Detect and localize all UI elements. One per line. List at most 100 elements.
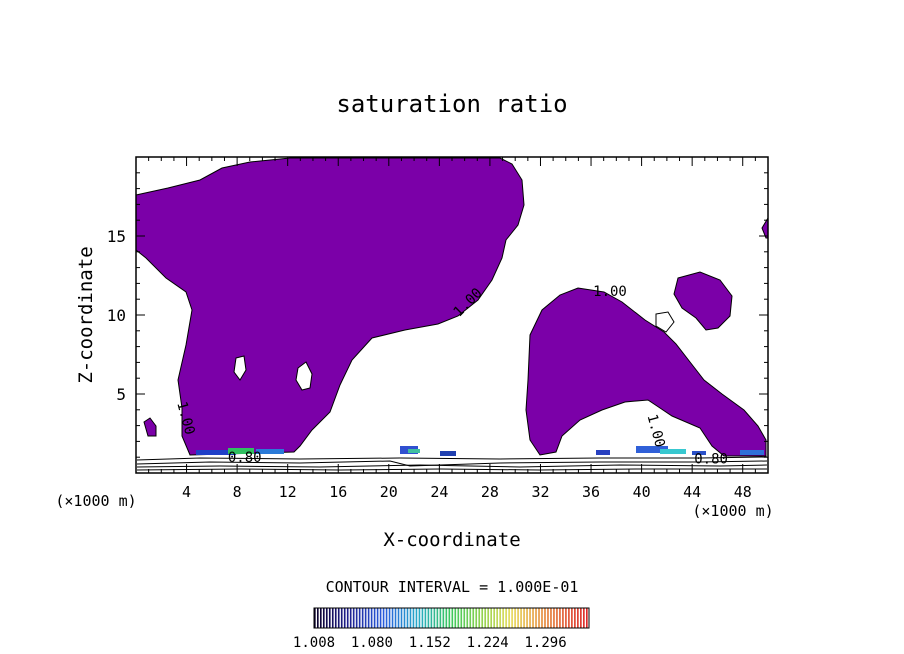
colorbar-stripe [403, 608, 406, 628]
colorbar-stripe [484, 608, 487, 628]
colorbar-stripe [520, 608, 522, 628]
colorbar-stripe [400, 608, 403, 628]
supersaturated-blob-northeast [673, 271, 733, 331]
x-tick-label: 44 [683, 483, 701, 501]
colorbar-stripe [547, 608, 549, 628]
y-axis-label: Z-coordinate [75, 246, 97, 383]
colorbar-stripe [490, 608, 493, 628]
colorbar-stripe [412, 608, 415, 628]
colorbar-stripe [391, 608, 394, 628]
colorbar-stripe [577, 608, 579, 628]
colorbar-stripe [538, 608, 540, 628]
colorbar-stripe [511, 608, 513, 628]
plot-area: 1.00 1.001.00 1.000.80 0.80 [135, 156, 769, 474]
contour-label: 0.80 [228, 450, 262, 466]
colorbar-stripe [445, 608, 448, 628]
colorbar-stripe [382, 608, 385, 628]
subsaturated-hole-2 [295, 361, 313, 391]
colorbar-stripe [406, 608, 409, 628]
colorbar-stripe [346, 608, 349, 628]
colorbar-stripe [394, 608, 397, 628]
colorbar-tick-label: 1.224 [467, 635, 509, 651]
colorbar-stripe [376, 608, 379, 628]
colorbar-stripe [314, 608, 316, 628]
colorbar-stripe [355, 608, 358, 628]
colorbar-stripe [556, 608, 558, 628]
colorbar-stripe [526, 608, 528, 628]
colorbar-stripe [454, 608, 457, 628]
x-tick-label: 16 [329, 483, 347, 501]
colorbar-tick-label: 1.296 [525, 635, 567, 651]
colorbar-stripe [562, 608, 564, 628]
colorbar-stripe [481, 608, 484, 628]
colorbar-stripe [340, 608, 343, 628]
y-tick-label: 15 [107, 227, 126, 246]
x-tick-label: 28 [481, 483, 499, 501]
x-unit-label-left: (×1000 m) [55, 492, 136, 510]
colorbar-stripe [427, 608, 430, 628]
x-tick-label: 4 [182, 483, 191, 501]
x-tick-label: 20 [380, 483, 398, 501]
colorbar-stripe [544, 608, 546, 628]
colorbar-stripe [463, 608, 466, 628]
colorbar-stripe [439, 608, 442, 628]
supersaturated-blob-east-edge [761, 216, 769, 239]
colorbar-stripe [469, 608, 472, 628]
colorbar-stripe [409, 608, 412, 628]
colorbar-stripe [535, 608, 537, 628]
y-tick-labels: 5 10 15 [107, 227, 126, 404]
x-tick-label: 8 [233, 483, 242, 501]
colorbar-stripe [421, 608, 424, 628]
colorbar-stripe [550, 608, 552, 628]
x-tick-label: 12 [279, 483, 297, 501]
contour-label: 1.00 [643, 413, 667, 450]
colorbar-stripe [541, 608, 543, 628]
colorbar-stripe [496, 608, 498, 628]
colorbar-stripe [433, 608, 436, 628]
supersaturated-region-east [525, 287, 767, 457]
colorbar-stripe [451, 608, 454, 628]
colorbar-stripe [388, 608, 391, 628]
colorbar-stripe [349, 608, 352, 628]
colorbar-stripe [553, 608, 555, 628]
colorbar-stripe [493, 608, 495, 628]
colorbar-stripe [397, 608, 400, 628]
colorbar-stripe [322, 608, 325, 628]
colorbar-stripe [364, 608, 367, 628]
x-tick-label: 40 [633, 483, 651, 501]
x-tick-label: 24 [430, 483, 448, 501]
subsaturated-hole-1 [233, 355, 247, 381]
colorbar-stripe [574, 608, 576, 628]
colorbar-stripe [502, 608, 504, 628]
colorbar-stripe [568, 608, 570, 628]
x-tick-label: 48 [734, 483, 752, 501]
colorbar-stripe [373, 608, 376, 628]
colorbar-stripe [505, 608, 507, 628]
colorbar-tick-label: 1.008 [293, 635, 335, 651]
colorbar-stripe [532, 608, 534, 628]
colorbar-stripe [508, 608, 510, 628]
colorbar-stripe [316, 608, 319, 628]
colorbar-stripe [475, 608, 478, 628]
colorbar-stripe [529, 608, 531, 628]
contour-label: 1.00 [593, 284, 627, 300]
colorbar-stripe [361, 608, 364, 628]
subsaturated-hole-3 [655, 311, 675, 333]
colorbar-stripe [424, 608, 427, 628]
colorbar-stripe [457, 608, 460, 628]
supersaturated-blob-west-edge [143, 417, 157, 437]
colorbar-stripe [337, 608, 340, 628]
colorbar-stripe [559, 608, 561, 628]
colorbar-stripe [487, 608, 490, 628]
colorbar-stripe [523, 608, 525, 628]
colorbar-stripe [319, 608, 322, 628]
contour-label: 0.80 [694, 452, 728, 468]
chart-title: saturation ratio [336, 90, 567, 118]
colorbar-stripe [517, 608, 519, 628]
colorbar-stripe [385, 608, 388, 628]
colorbar-stripe [367, 608, 370, 628]
colorbar-stripe [442, 608, 445, 628]
colorbar-stripe [334, 608, 337, 628]
colorbar-stripe [418, 608, 421, 628]
